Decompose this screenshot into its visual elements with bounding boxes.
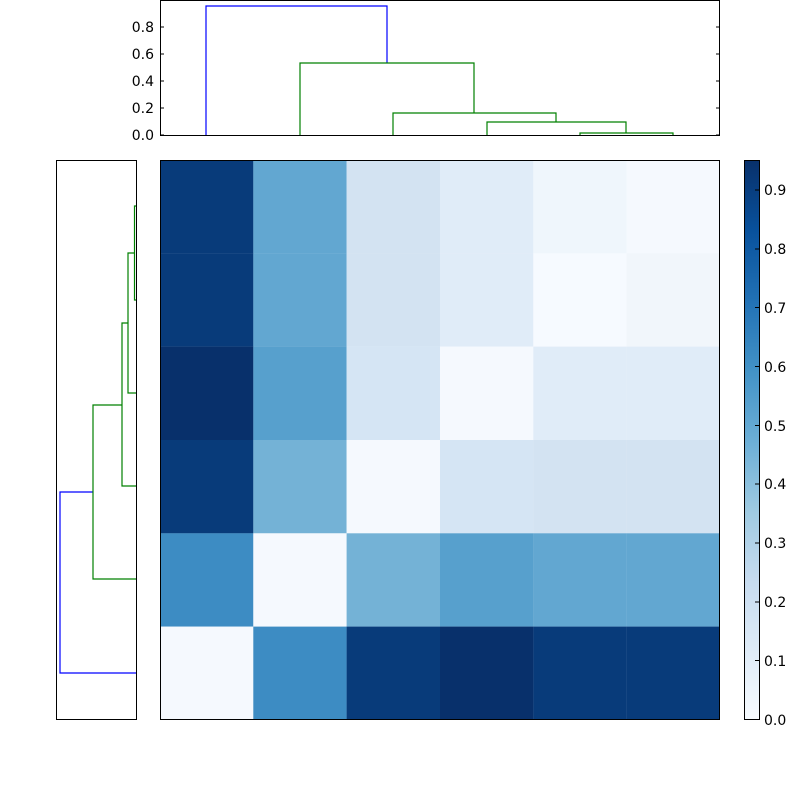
heatmap-cell [440, 346, 534, 440]
colorbar-tick-label: 0.9 [764, 183, 786, 199]
colorbar-ticks [755, 189, 760, 720]
dendrogram-link-green [121, 322, 136, 487]
heatmap-cell [626, 160, 720, 254]
top-dendrogram-links [205, 5, 674, 135]
ytick-label: 0.8 [132, 20, 154, 36]
heatmap-cell [440, 253, 534, 347]
colorbar-tick-label: 0.8 [764, 242, 786, 258]
colorbar-tick-label: 0.4 [764, 477, 786, 493]
heatmap-row [160, 253, 720, 347]
heatmap-cell [346, 440, 440, 534]
heatmap-cell [253, 160, 347, 254]
heatmap-cell [440, 533, 534, 627]
heatmap-row [160, 440, 720, 534]
colorbar-tick-label: 0.1 [764, 654, 786, 670]
heatmap-cell [626, 626, 720, 720]
ytick-label: 0.2 [132, 101, 154, 117]
dendrogram-link-green [579, 132, 674, 135]
colorbar-tick-label: 0.0 [764, 713, 786, 729]
heatmap-cell [253, 626, 347, 720]
dendrogram-link-green [133, 205, 136, 301]
dendrogram-link-blue [59, 491, 136, 674]
dendrogram-link-green [392, 112, 557, 135]
heatmap-cell [626, 253, 720, 347]
heatmap-row [160, 626, 720, 720]
heatmap-cell [533, 160, 627, 254]
heatmap-cell [626, 346, 720, 440]
colorbar-tick-label: 0.5 [764, 419, 786, 435]
heatmap-cell [346, 346, 440, 440]
heatmap-cell [533, 440, 627, 534]
heatmap-cell [533, 626, 627, 720]
ytick-label: 0.6 [132, 47, 154, 63]
top-dendrogram-yticks [160, 26, 720, 136]
heatmap-cell [533, 346, 627, 440]
heatmap-cell [440, 440, 534, 534]
heatmap-row [160, 346, 720, 440]
heatmap-cell [533, 533, 627, 627]
left-dendrogram [56, 160, 137, 720]
heatmap-cell [626, 533, 720, 627]
ytick-label: 0.4 [132, 74, 154, 90]
colorbar-tick-label: 0.7 [764, 301, 786, 317]
heatmap-cell [160, 160, 254, 254]
ytick-label: 0.0 [132, 128, 154, 144]
top-dendrogram-frame [160, 0, 720, 136]
dendrogram-link-green [127, 252, 136, 394]
colorbar-tick-label: 0.2 [764, 595, 786, 611]
heatmap-cell [253, 253, 347, 347]
heatmap-cell [346, 626, 440, 720]
colorbar: 0.0 0.1 0.2 0.3 0.4 0.5 0.6 0.7 0.8 0.9 [744, 160, 786, 729]
heatmap-row [160, 160, 720, 254]
heatmap-cell [346, 253, 440, 347]
heatmap-cell [160, 626, 254, 720]
dendrogram-link-green [486, 121, 627, 135]
heatmap-cell [160, 533, 254, 627]
heatmap-cell [533, 253, 627, 347]
heatmap-cell [253, 440, 347, 534]
colorbar-tick-label: 0.3 [764, 536, 786, 552]
heatmap-cell [160, 253, 254, 347]
colorbar-tick-labels: 0.0 0.1 0.2 0.3 0.4 0.5 0.6 0.7 0.8 0.9 [764, 183, 786, 729]
heatmap-row [160, 533, 720, 627]
heatmap-frame [160, 160, 720, 720]
dendrogram-link-green [299, 62, 475, 135]
dendrogram-link-green [92, 404, 136, 580]
heatmap [160, 160, 720, 720]
heatmap-cell [160, 440, 254, 534]
heatmap-cell [440, 160, 534, 254]
heatmap-cell [346, 160, 440, 254]
top-dendrogram-ytick-labels: 0.0 0.2 0.4 0.6 0.8 [132, 20, 154, 144]
left-dendrogram-frame [56, 160, 137, 720]
heatmap-cell [346, 533, 440, 627]
heatmap-cell [253, 346, 347, 440]
top-dendrogram: 0.0 0.2 0.4 0.6 0.8 [132, 0, 720, 144]
heatmap-cell [626, 440, 720, 534]
dendrogram-link-blue [205, 5, 388, 135]
heatmap-cell [440, 626, 534, 720]
heatmap-cell [160, 346, 254, 440]
left-dendrogram-links [59, 205, 136, 674]
colorbar-tick-label: 0.6 [764, 360, 786, 376]
colorbar-gradient [744, 160, 760, 720]
heatmap-cell [253, 533, 347, 627]
